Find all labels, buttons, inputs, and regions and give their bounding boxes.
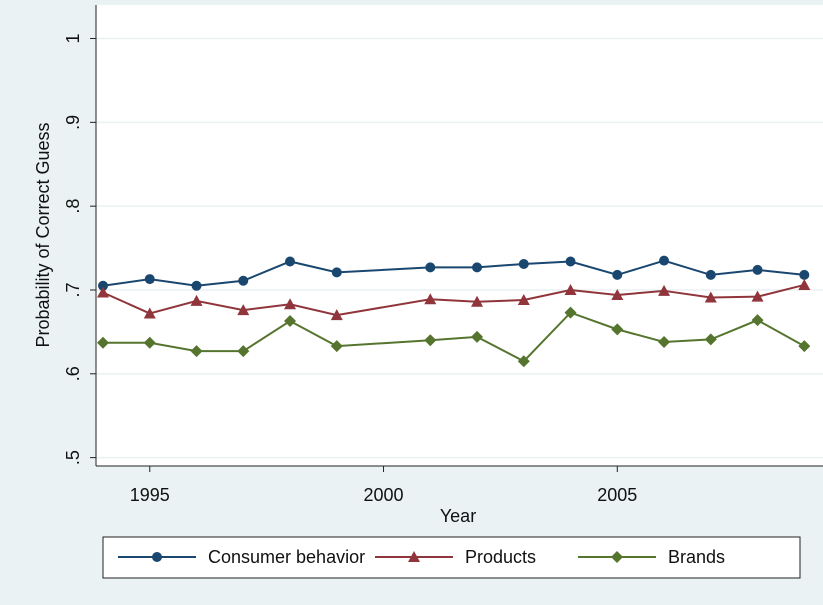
marker (424, 293, 437, 305)
marker (705, 269, 716, 280)
marker (190, 345, 203, 358)
marker (97, 286, 110, 298)
marker (798, 340, 811, 353)
marker (704, 333, 717, 346)
marker (751, 290, 764, 302)
marker (612, 269, 623, 280)
marker (471, 295, 484, 307)
marker (658, 284, 671, 296)
marker (238, 275, 249, 286)
marker (799, 269, 810, 280)
marker (518, 258, 529, 269)
marker (752, 264, 763, 275)
marker (611, 323, 624, 336)
marker (659, 255, 670, 266)
marker (565, 256, 576, 267)
x-axis-label: Year (440, 506, 476, 526)
y-axis-label: Probability of Correct Guess (33, 122, 53, 347)
marker (331, 267, 342, 278)
legend-marker (152, 552, 162, 562)
x-tick-label: 2005 (597, 485, 637, 505)
legend-label: Products (465, 547, 536, 567)
marker (143, 307, 156, 319)
legend-label: Consumer behavior (208, 547, 365, 567)
marker (143, 336, 156, 349)
marker (330, 309, 343, 321)
marker (564, 306, 577, 319)
marker (97, 336, 110, 349)
x-tick-label: 2000 (364, 485, 404, 505)
marker (472, 262, 483, 273)
marker (98, 280, 109, 291)
marker (237, 304, 250, 316)
y-tick-label: .5 (63, 450, 83, 465)
marker (144, 274, 155, 285)
marker (798, 278, 811, 290)
marker (658, 335, 671, 348)
legend-marker (611, 551, 623, 563)
marker (564, 283, 577, 295)
marker (330, 340, 343, 353)
marker (237, 345, 250, 358)
marker (285, 256, 296, 267)
marker (517, 294, 530, 306)
legend-marker (408, 551, 420, 562)
y-tick-label: .9 (63, 115, 83, 130)
marker (425, 262, 436, 273)
marker (190, 294, 203, 306)
y-tick-label: .6 (63, 366, 83, 381)
y-tick-label: 1 (63, 34, 83, 44)
marker (704, 291, 717, 303)
marker (284, 298, 297, 310)
x-tick-label: 1995 (130, 485, 170, 505)
plot-area (96, 5, 823, 466)
marker (517, 355, 530, 368)
marker (284, 314, 297, 327)
marker (424, 334, 437, 347)
marker (751, 314, 764, 327)
y-tick-label: .8 (63, 199, 83, 214)
y-tick-label: .7 (63, 282, 83, 297)
marker (471, 330, 484, 343)
legend-label: Brands (668, 547, 725, 567)
marker (191, 280, 202, 291)
marker (611, 289, 624, 301)
